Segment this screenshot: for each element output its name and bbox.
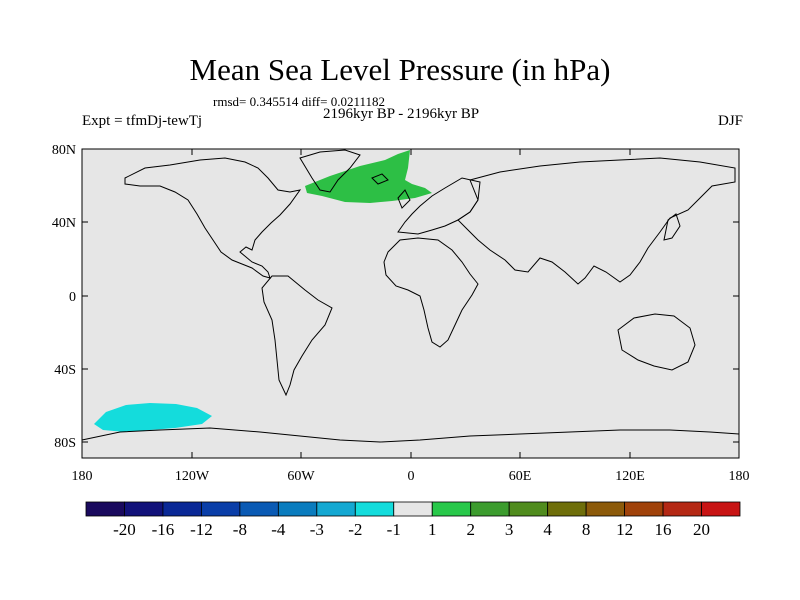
colorbar-swatch [701, 501, 741, 517]
colorbar-swatch [124, 501, 164, 517]
colorbar-swatch [85, 501, 125, 517]
map-background [82, 149, 739, 458]
colorbar-swatch [316, 501, 356, 517]
colorbar-swatch [508, 501, 549, 517]
colorbar-swatch [277, 501, 318, 517]
colorbar-swatch [585, 501, 625, 517]
colorbar-swatch [201, 501, 241, 517]
colorbar-label: 1 [428, 520, 437, 539]
period-line: 2196kyr BP - 2196kyr BP [323, 106, 480, 122]
colorbar-label: 20 [693, 520, 710, 539]
negative-anomaly-region [94, 403, 212, 432]
coastlines [81, 149, 740, 443]
lon-label: 0 [408, 469, 415, 484]
colorbar [85, 501, 741, 517]
colorbar-label: 12 [616, 520, 633, 539]
colorbar-label: -20 [113, 520, 136, 539]
season-label: DJF [717, 113, 743, 129]
colorbar-label: -8 [233, 520, 247, 539]
lat-label: 40N [52, 216, 76, 231]
experiment-label: Expt = tfmDj-tewTj [82, 113, 203, 129]
lat-label: 0 [69, 290, 76, 305]
colorbar-label: -2 [348, 520, 362, 539]
colorbar-label: -1 [387, 520, 401, 539]
lon-label: 180 [729, 469, 750, 484]
lon-label: 180 [72, 469, 93, 484]
colorbar-swatch [470, 501, 510, 517]
positive-anomaly-region [305, 150, 432, 203]
colorbar-swatch [431, 501, 472, 517]
colorbar-swatch [393, 501, 433, 517]
colorbar-labels: -20 -16 -12 -8 -4 -3 -2 -1 1 2 3 4 8 12 16 20 [113, 520, 710, 539]
lon-label: 60E [509, 469, 532, 484]
lat-label: 80S [54, 436, 76, 451]
colorbar-label: -12 [190, 520, 213, 539]
colorbar-label: 8 [582, 520, 591, 539]
lon-label: 120E [615, 469, 645, 484]
colorbar-swatch [239, 501, 279, 517]
colorbar-swatch [624, 501, 664, 517]
colorbar-label: -16 [152, 520, 175, 539]
lat-label: 40S [54, 363, 76, 378]
colorbar-label: 2 [466, 520, 475, 539]
colorbar-label: -3 [310, 520, 324, 539]
latitude-axis [82, 148, 739, 443]
colorbar-swatch [662, 501, 702, 517]
map-title: Mean Sea Level Pressure (in hPa) [189, 52, 611, 87]
lat-label: 80N [52, 143, 76, 158]
colorbar-swatch [547, 501, 587, 517]
colorbar-label: 16 [655, 520, 672, 539]
colorbar-label: 3 [505, 520, 514, 539]
stats-line: rmsd= 0.345514 diff= 0.0211182 [213, 94, 385, 109]
lon-label: 60W [287, 469, 315, 484]
colorbar-label: -4 [271, 520, 286, 539]
lon-label: 120W [175, 469, 210, 484]
colorbar-label: 4 [543, 520, 552, 539]
colorbar-swatch [354, 501, 395, 517]
longitude-axis [81, 149, 740, 458]
colorbar-swatch [162, 501, 202, 517]
